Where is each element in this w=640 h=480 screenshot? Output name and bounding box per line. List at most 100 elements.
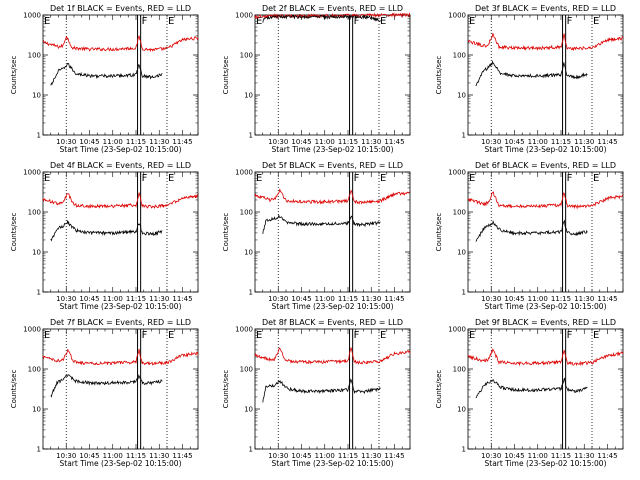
series-line-lld (467, 347, 624, 367)
panel-det-8f: Det 8f BLACK = Events, RED = LLD 1 10 100 10… (222, 318, 411, 468)
x-tick-label: 11:30 (149, 295, 169, 303)
time-marker-letter: F (354, 16, 360, 27)
x-tick-label: 10:45 (291, 138, 311, 146)
y-tick-label: 1000 (448, 169, 466, 177)
time-marker-letter: E (380, 173, 386, 184)
y-axis-label: Counts/sec (222, 213, 230, 252)
time-marker-letter: E (469, 16, 475, 27)
panel-title: Det 9f BLACK = Events, RED = LLD (475, 318, 616, 327)
panel-det-6f: Det 6f BLACK = Events, RED = LLD 1 10 100 10… (435, 161, 624, 311)
time-marker-letter: E (256, 16, 262, 27)
time-marker-letter: E (380, 16, 386, 27)
panel-det-4f: Det 4f BLACK = Events, RED = LLD 1 10 100 10… (10, 161, 199, 311)
x-axis-label: Start Time (23-Sep-02 10:15:00) (272, 145, 394, 154)
panel-title: Det 5f BLACK = Events, RED = LLD (262, 161, 403, 170)
series-line-lld (467, 191, 624, 210)
series-line-events (50, 62, 163, 86)
y-tick-label: 1000 (235, 12, 253, 20)
time-marker-letter: E (593, 16, 599, 27)
time-marker-letter: E (593, 330, 599, 341)
y-axis-label: Counts/sec (222, 56, 230, 95)
y-tick-label: 100 (240, 209, 253, 217)
time-marker-letter: E (380, 330, 386, 341)
y-axis-label: Counts/sec (10, 56, 18, 95)
series-line-events (262, 14, 381, 23)
x-tick-label: 11:45 (172, 295, 192, 303)
x-tick-label: 11:00 (103, 452, 123, 460)
time-marker-letter: E (469, 330, 475, 341)
x-tick-label: 10:45 (504, 452, 524, 460)
x-tick-label: 10:45 (291, 452, 311, 460)
y-tick-label: 100 (453, 209, 466, 217)
y-tick-label: 10 (32, 249, 41, 257)
x-tick-label: 11:00 (315, 452, 335, 460)
series-line-lld (254, 12, 411, 20)
y-tick-label: 10 (457, 406, 466, 414)
x-tick-label: 10:30 (481, 452, 501, 460)
y-tick-label: 100 (28, 209, 41, 217)
y-tick-label: 1000 (235, 326, 253, 334)
y-tick-label: 1000 (23, 326, 41, 334)
y-axis-label: Counts/sec (10, 213, 18, 252)
x-tick-label: 11:00 (315, 295, 335, 303)
x-axis-label: Start Time (23-Sep-02 10:15:00) (60, 459, 182, 468)
time-marker-letter: F (142, 330, 148, 341)
series-line-lld (42, 35, 199, 53)
series-line-lld (467, 32, 624, 52)
y-tick-label: 1000 (235, 169, 253, 177)
panel-title: Det 7f BLACK = Events, RED = LLD (50, 318, 191, 327)
x-tick-label: 11:45 (384, 295, 404, 303)
x-axis-label: Start Time (23-Sep-02 10:15:00) (60, 145, 182, 154)
time-marker-letter: F (354, 330, 360, 341)
y-tick-label: 10 (32, 92, 41, 100)
x-tick-label: 10:30 (268, 295, 288, 303)
panel-det-1f: Det 1f BLACK = Events, RED = LLD 1 10 100 10… (10, 4, 199, 154)
x-tick-label: 11:00 (103, 138, 123, 146)
series-line-events (50, 219, 163, 242)
x-tick-label: 11:30 (361, 452, 381, 460)
panel-title: Det 2f BLACK = Events, RED = LLD (262, 4, 403, 13)
y-tick-label: 1000 (23, 169, 41, 177)
series-line-lld (42, 192, 199, 209)
time-marker-letter: F (142, 16, 148, 27)
time-marker-letter: E (44, 16, 50, 27)
y-tick-label: 1 (249, 132, 253, 140)
panel-det-3f: Det 3f BLACK = Events, RED = LLD 1 10 100 10… (435, 4, 624, 154)
y-tick-label: 1 (37, 132, 41, 140)
y-tick-label: 10 (457, 249, 466, 257)
x-tick-label: 11:45 (384, 452, 404, 460)
x-axis-label: Start Time (23-Sep-02 10:15:00) (485, 459, 607, 468)
time-marker-letter: F (567, 16, 573, 27)
x-tick-label: 10:30 (56, 138, 76, 146)
y-tick-label: 1 (249, 446, 253, 454)
x-tick-label: 10:45 (504, 295, 524, 303)
x-tick-label: 10:45 (291, 295, 311, 303)
time-marker-letter: E (469, 173, 475, 184)
x-tick-label: 11:15 (126, 452, 146, 460)
x-tick-label: 10:45 (79, 138, 99, 146)
x-tick-label: 11:30 (361, 138, 381, 146)
y-axis-label: Counts/sec (435, 213, 443, 252)
panel-title: Det 4f BLACK = Events, RED = LLD (50, 161, 191, 170)
x-tick-label: 11:45 (384, 138, 404, 146)
time-marker-letter: F (354, 173, 360, 184)
series-line-events (475, 219, 588, 242)
y-tick-label: 1 (37, 446, 41, 454)
y-tick-label: 100 (28, 366, 41, 374)
series-line-events (475, 377, 588, 399)
x-tick-label: 11:30 (574, 138, 594, 146)
x-tick-label: 11:45 (597, 295, 617, 303)
y-axis-label: Counts/sec (435, 56, 443, 95)
x-tick-label: 11:15 (338, 138, 358, 146)
y-tick-label: 100 (240, 366, 253, 374)
x-tick-label: 11:00 (103, 295, 123, 303)
y-tick-label: 10 (32, 406, 41, 414)
x-tick-label: 11:15 (338, 452, 358, 460)
time-marker-letter: E (256, 173, 262, 184)
x-tick-label: 11:30 (574, 452, 594, 460)
series-line-lld (42, 348, 199, 366)
x-tick-label: 11:00 (528, 295, 548, 303)
time-marker-letter: F (142, 173, 148, 184)
series-line-events (50, 374, 163, 398)
